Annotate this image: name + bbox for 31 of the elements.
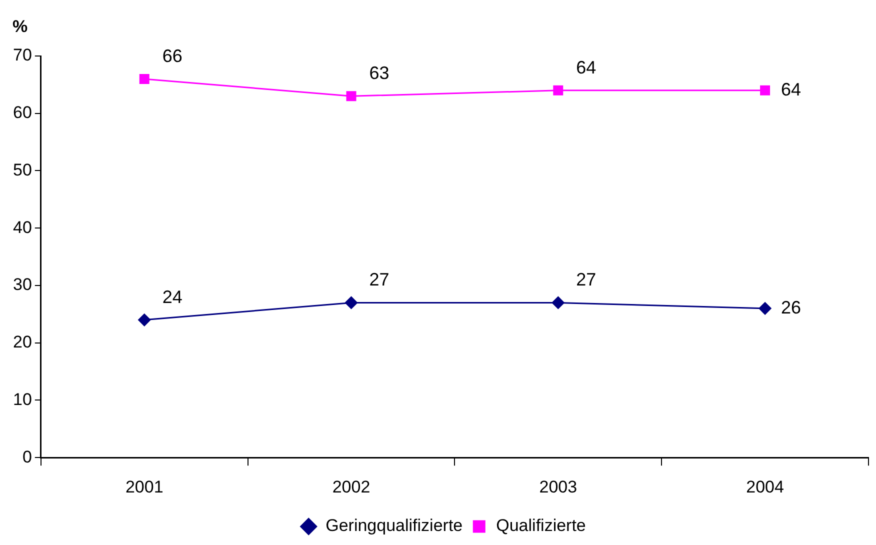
point <box>553 85 564 96</box>
y-tick-label: 30 <box>12 275 32 294</box>
point <box>346 91 356 102</box>
y-tick-label: 40 <box>12 218 32 237</box>
x-tick-label: 2004 <box>746 477 784 496</box>
x-tick-label: 2002 <box>332 477 370 496</box>
data-label: 24 <box>162 286 182 307</box>
y-tick-label: 60 <box>12 103 32 122</box>
y-axis-title: % <box>12 17 28 36</box>
legend-label: Geringqualifizierte <box>326 516 463 536</box>
x-tick-label: 2001 <box>125 477 164 496</box>
data-label: 64 <box>576 57 596 78</box>
legend-label: Qualifizierte <box>496 516 586 536</box>
point <box>758 302 772 315</box>
y-tick-label: 10 <box>12 390 32 409</box>
y-tick-label: 0 <box>22 447 32 466</box>
y-tick-label: 50 <box>12 160 32 180</box>
data-label: 63 <box>369 63 390 84</box>
point <box>760 85 770 96</box>
x-tick-label: 2003 <box>539 477 578 496</box>
data-label: 27 <box>576 270 596 290</box>
y-tick-label: 20 <box>12 332 32 352</box>
data-label: 64 <box>781 79 802 100</box>
data-label: 27 <box>369 270 390 290</box>
point <box>552 296 564 309</box>
data-label: 26 <box>781 297 802 318</box>
point <box>138 314 151 326</box>
data-label: 66 <box>162 46 182 66</box>
y-tick-label: 70 <box>12 46 32 65</box>
point <box>139 74 150 84</box>
point <box>345 296 358 309</box>
